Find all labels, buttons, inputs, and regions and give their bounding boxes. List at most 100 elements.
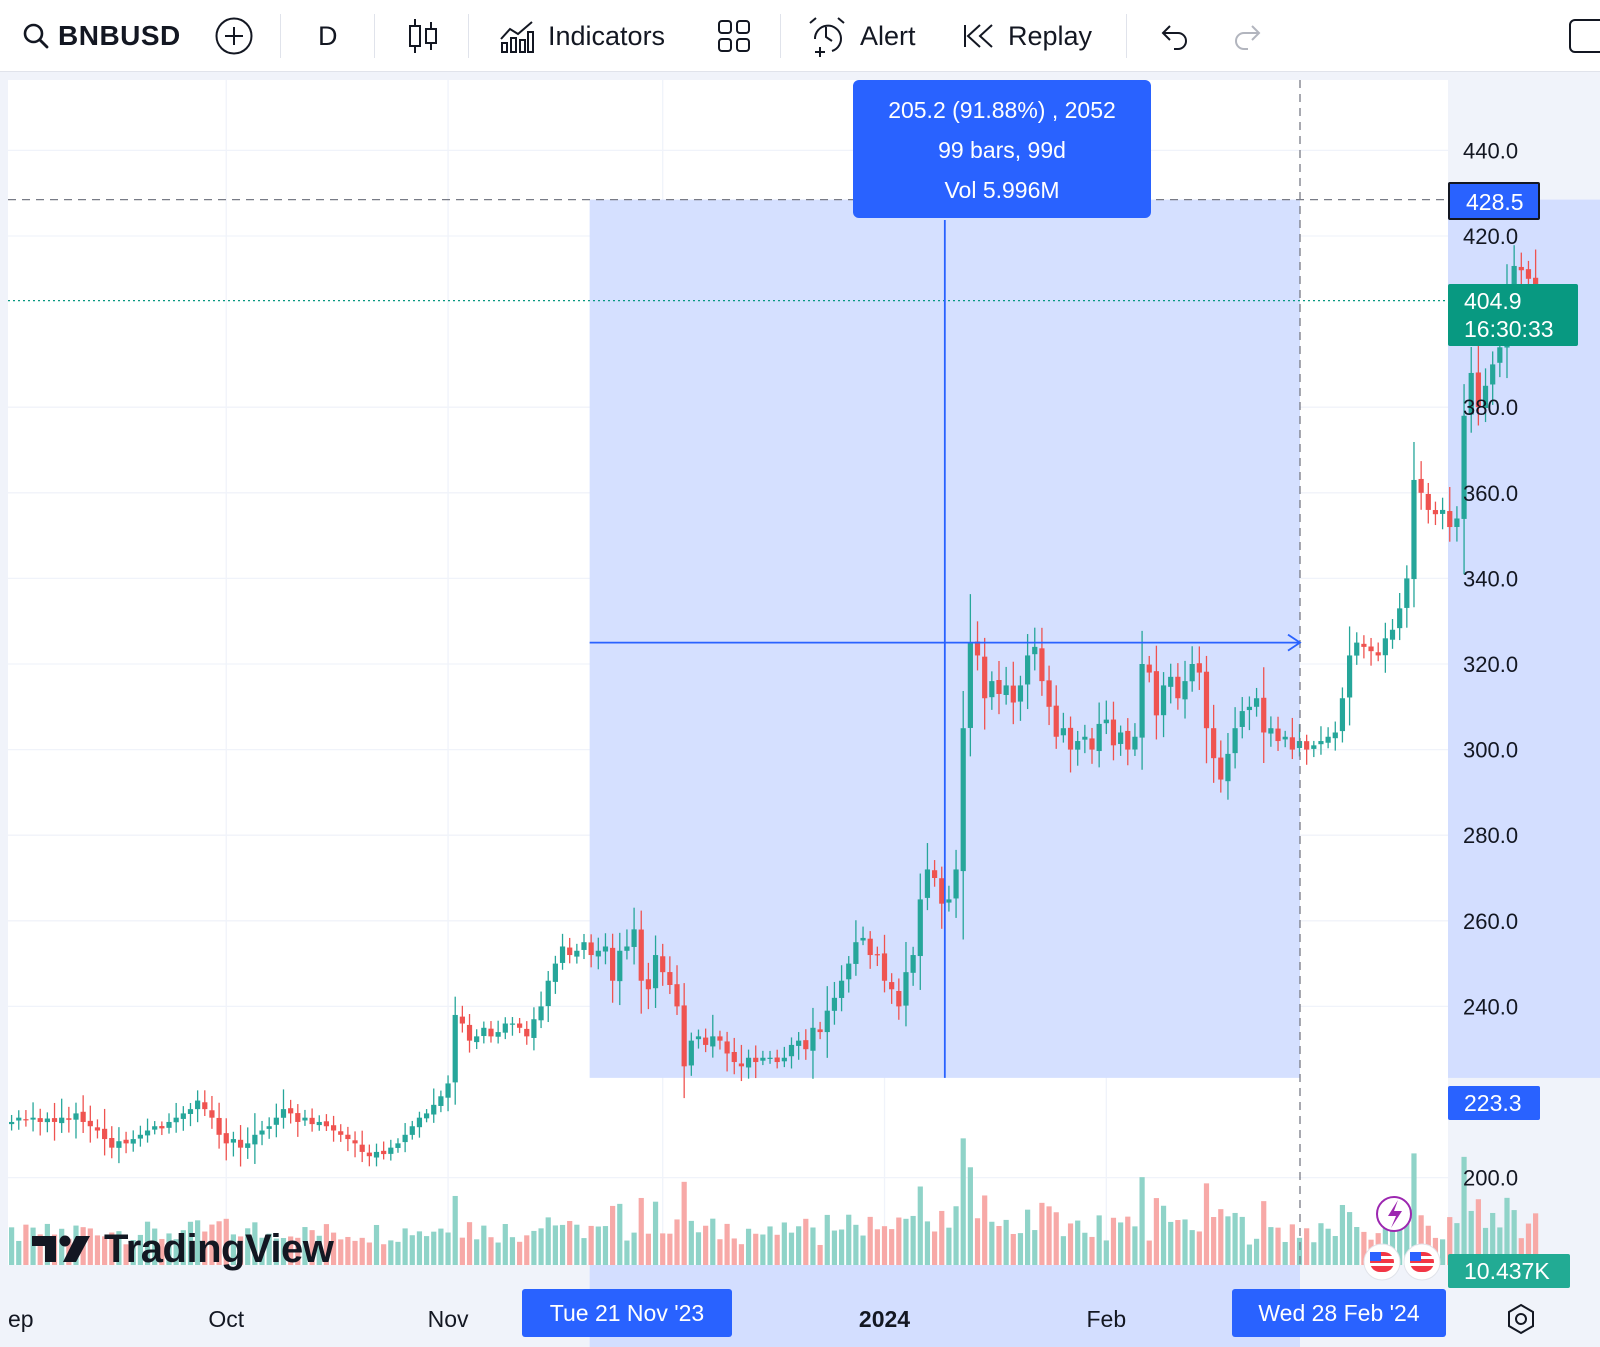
candle <box>1468 347 1474 433</box>
alert-button[interactable]: Alert <box>806 10 916 62</box>
candle-body <box>531 1019 537 1038</box>
volume-bar <box>288 1236 294 1265</box>
chart-type-button[interactable] <box>406 10 440 62</box>
volume-bar <box>867 1216 873 1265</box>
candle-body <box>867 938 873 956</box>
volume-bar <box>488 1237 494 1265</box>
toolbar-divider <box>780 14 781 58</box>
volume-bar <box>202 1231 208 1265</box>
volume-bar <box>16 1240 22 1265</box>
volume-tag: 10.437K <box>1448 1254 1570 1288</box>
price-axis-label: 420.0 <box>1463 224 1518 249</box>
candle-body <box>51 1118 58 1122</box>
candle-body <box>1096 723 1102 752</box>
candle-body <box>1346 655 1353 698</box>
candle-body <box>953 869 959 899</box>
volume-bar <box>559 1224 566 1265</box>
candle-body <box>1053 705 1059 737</box>
redo-button[interactable] <box>1232 10 1266 62</box>
candle <box>1175 663 1181 710</box>
candle-body <box>1289 737 1295 750</box>
candle <box>1482 368 1489 423</box>
tradingview-logo[interactable]: TradingView <box>30 1224 334 1274</box>
settings-button[interactable] <box>1504 1302 1538 1341</box>
volume-bar <box>273 1238 279 1265</box>
candle-body <box>1067 727 1074 750</box>
candle <box>1304 734 1310 765</box>
volume-bar <box>982 1195 988 1265</box>
volume-bar <box>509 1237 516 1265</box>
candle <box>159 1121 165 1136</box>
candle <box>817 1021 823 1040</box>
candle-body <box>967 642 973 728</box>
volume-bar <box>1103 1240 1109 1265</box>
volume-bar <box>724 1223 730 1265</box>
time-axis[interactable]: ep Oct Nov 2024 Feb <box>8 1306 1126 1332</box>
chart-canvas[interactable]: 440.0 420.0 380.0 360.0 340.0 320.0 300.0 280.0… <box>0 72 1600 1347</box>
candle <box>237 1125 244 1167</box>
volume-bar <box>602 1226 609 1265</box>
candle <box>1461 384 1467 575</box>
volume-bar <box>1304 1228 1310 1265</box>
volume-bar <box>1497 1227 1503 1265</box>
candle-body <box>152 1126 158 1130</box>
candle <box>982 637 988 730</box>
candle <box>1067 716 1074 773</box>
measure-bars: 99 bars, 99d <box>938 137 1066 163</box>
candle-body <box>652 955 659 989</box>
candle <box>710 1014 716 1058</box>
volume-bar <box>652 1201 659 1265</box>
toolbar-divider <box>468 14 469 58</box>
replay-button[interactable]: Replay <box>962 10 1092 62</box>
candle-body <box>1232 728 1238 754</box>
candle <box>1440 497 1446 530</box>
candle-body <box>1325 736 1331 743</box>
candle <box>488 1021 494 1043</box>
volume-bar <box>781 1222 787 1265</box>
undo-button[interactable] <box>1156 10 1190 62</box>
candle <box>59 1098 65 1133</box>
volume-bar <box>1261 1201 1267 1265</box>
symbol-search[interactable]: BNBUSD <box>22 10 181 62</box>
candle-body <box>1304 741 1310 750</box>
candle-body <box>1261 697 1267 733</box>
candle-body <box>1268 728 1274 734</box>
volume-bar <box>259 1237 265 1265</box>
candle <box>867 931 873 969</box>
chart-area[interactable]: 440.0 420.0 380.0 360.0 340.0 320.0 300.0 280.0… <box>0 72 1600 1347</box>
volume-bar <box>924 1221 931 1265</box>
candle-body <box>445 1083 451 1098</box>
volume-bar <box>1253 1238 1260 1265</box>
volume-bar <box>1361 1231 1367 1265</box>
candle-body <box>338 1131 344 1135</box>
candle-body <box>323 1121 330 1127</box>
candle-body <box>903 972 909 1006</box>
undo-icon <box>1161 25 1187 50</box>
tradingview-logo-text: TradingView <box>104 1226 334 1271</box>
candle <box>703 1028 709 1053</box>
volume-bar <box>974 1218 981 1265</box>
candle <box>123 1131 129 1154</box>
volume-bar <box>881 1226 888 1265</box>
fullscreen-button[interactable] <box>1568 10 1600 62</box>
volume-bar <box>459 1237 465 1265</box>
candle <box>402 1123 408 1153</box>
volume-bar <box>1511 1210 1517 1265</box>
candle-body <box>87 1120 93 1127</box>
candle <box>459 1005 465 1033</box>
add-symbol-button[interactable] <box>214 10 254 62</box>
candle <box>1189 646 1195 692</box>
candle-body <box>474 1036 480 1043</box>
layouts-button[interactable] <box>716 10 752 62</box>
price-axis[interactable]: 440.0 420.0 380.0 360.0 340.0 320.0 300.0 280.0… <box>1463 138 1518 1190</box>
lightning-icon <box>1388 1200 1402 1228</box>
measure-low-tag: 223.3 <box>1448 1086 1540 1120</box>
candle <box>924 843 931 911</box>
candle <box>860 926 866 946</box>
volume-bar <box>266 1233 272 1265</box>
volume-bar <box>1110 1217 1117 1265</box>
candle-body <box>187 1109 194 1114</box>
interval-button[interactable]: D <box>318 10 338 62</box>
indicators-button[interactable]: Indicators <box>498 10 665 62</box>
candle-body <box>1454 518 1460 527</box>
